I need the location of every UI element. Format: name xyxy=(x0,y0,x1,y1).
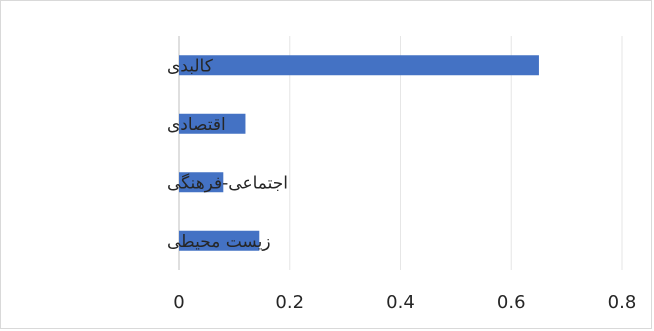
x-tick-label: 0.8 xyxy=(608,292,637,313)
category-labels: کالبدی اقتصادی اجتماعی-فرهنگی زیست محیطی xyxy=(167,56,288,252)
x-tick-label: 0.4 xyxy=(386,292,415,313)
x-tick-label: 0 xyxy=(173,292,184,313)
x-tick-label: 0.2 xyxy=(275,292,304,313)
category-label: اقتصادی xyxy=(167,115,226,135)
category-label: زیست محیطی xyxy=(167,232,271,252)
x-tick-label: 0.6 xyxy=(497,292,526,313)
category-label: اجتماعی-فرهنگی xyxy=(167,172,288,193)
bar xyxy=(179,172,224,193)
category-label: کالبدی xyxy=(167,56,214,76)
bar xyxy=(179,113,246,134)
bars-group xyxy=(179,55,539,251)
bar xyxy=(179,230,260,251)
bar xyxy=(179,55,539,76)
x-tick-labels: 0 0.2 0.4 0.6 0.8 xyxy=(173,292,636,313)
